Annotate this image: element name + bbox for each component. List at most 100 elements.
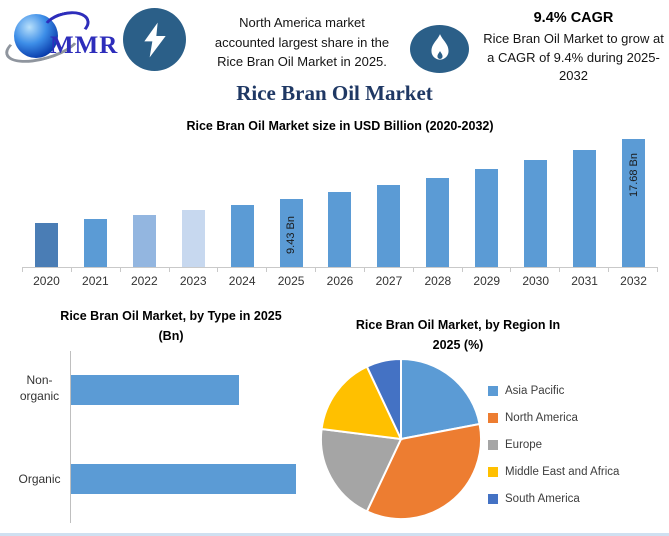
year-label-2023: 2023 bbox=[179, 274, 207, 288]
legend-item-europe: Europe bbox=[488, 431, 619, 458]
bottom-accent-strip bbox=[0, 533, 669, 536]
bar-cell-2027 bbox=[364, 139, 413, 267]
bar-cell-2032: 17.68 Bn bbox=[609, 139, 658, 267]
cagr-heading: 9.4% CAGR bbox=[533, 10, 614, 26]
axis-ticks bbox=[22, 268, 658, 272]
bar-chart-title: Rice Bran Oil Market size in USD Billion… bbox=[186, 119, 494, 133]
axis-tick bbox=[559, 268, 561, 272]
year-label-2022: 2022 bbox=[130, 274, 158, 288]
bar-2028 bbox=[426, 178, 450, 267]
bar-2030 bbox=[524, 160, 548, 267]
axis-tick bbox=[168, 268, 170, 272]
axis-tick bbox=[608, 268, 610, 272]
type-chart-title-line: Rice Bran Oil Market, by Type in 2025 bbox=[60, 309, 282, 323]
year-label-2026: 2026 bbox=[326, 274, 354, 288]
legend-label: North America bbox=[505, 411, 578, 424]
legend-label: Europe bbox=[505, 438, 543, 451]
bar-chart-category-labels: 2020 2021 2022 2023 2024 2025 2026 2027 2028 2029… bbox=[22, 274, 658, 288]
pie-chart-legend: Asia Pacific North America Europe Middle Ea… bbox=[488, 377, 619, 512]
axis-tick bbox=[22, 268, 23, 272]
globe-icon bbox=[14, 14, 58, 58]
axis-tick bbox=[315, 268, 317, 272]
type-bar-organic bbox=[71, 464, 296, 494]
bar-cell-2020 bbox=[22, 139, 71, 267]
blurb-line: accounted largest share in the bbox=[214, 34, 390, 50]
bar-cell-2031 bbox=[560, 139, 609, 267]
pie-chart-title-line: 2025 (%) bbox=[432, 338, 484, 352]
bar-cell-2024 bbox=[218, 139, 267, 267]
legend-item-south-america: South America bbox=[488, 485, 619, 512]
axis-tick bbox=[510, 268, 512, 272]
year-label-2029: 2029 bbox=[473, 274, 501, 288]
legend-label: Asia Pacific bbox=[505, 384, 565, 397]
year-label-2020: 2020 bbox=[33, 274, 60, 288]
bar-2024 bbox=[230, 205, 254, 267]
pie-slice-asia-pacific bbox=[400, 357, 481, 441]
bar-2032: 17.68 Bn bbox=[622, 139, 646, 267]
bolt-glyph bbox=[143, 22, 166, 57]
flame-icon bbox=[410, 25, 469, 73]
axis-tick bbox=[412, 268, 414, 272]
year-label-2030: 2030 bbox=[522, 274, 550, 288]
year-label-2031: 2031 bbox=[571, 274, 598, 288]
pie-slice-europe bbox=[320, 427, 403, 513]
flame-glyph bbox=[430, 34, 449, 60]
legend-swatch bbox=[488, 466, 498, 477]
axis-tick bbox=[363, 268, 365, 272]
bar-data-label-wrap: 9.43 Bn bbox=[280, 203, 303, 267]
bar-2021 bbox=[83, 219, 107, 267]
mmr-logo: MMR bbox=[1, 6, 120, 71]
type-bar-chart: Rice Bran Oil Market, by Type in 2025 (B… bbox=[12, 306, 330, 523]
bar-2029 bbox=[475, 169, 499, 267]
header-blurb: North America market accounted largest s… bbox=[205, 13, 399, 72]
type-chart-title: Rice Bran Oil Market, by Type in 2025 (B… bbox=[12, 306, 330, 346]
bar-data-label-2025: 9.43 Bn bbox=[285, 216, 298, 254]
bar-cell-2023 bbox=[169, 139, 218, 267]
logo-text: MMR bbox=[50, 32, 119, 59]
type-chart-title-line: (Bn) bbox=[158, 329, 184, 343]
legend-item-asia-pacific: Asia Pacific bbox=[488, 377, 619, 404]
pie-chart-title-line: Rice Bran Oil Market, by Region In bbox=[355, 318, 561, 332]
bar-2022 bbox=[132, 215, 156, 267]
bar-2026 bbox=[328, 192, 352, 267]
legend-label: South America bbox=[505, 492, 580, 505]
axis-tick bbox=[461, 268, 463, 272]
bar-2023 bbox=[181, 210, 205, 267]
page-title: Rice Bran Oil Market bbox=[236, 81, 433, 105]
pie-slice-south-america bbox=[365, 357, 402, 440]
year-label-2025: 2025 bbox=[277, 274, 305, 288]
cagr-callout: 9.4% CAGR Rice Bran Oil Market to grow a… bbox=[478, 10, 669, 86]
axis-tick bbox=[70, 268, 72, 272]
bar-cell-2021 bbox=[71, 139, 120, 267]
type-label-organic: Organic bbox=[18, 472, 61, 486]
year-label-2028: 2028 bbox=[424, 274, 452, 288]
axis-tick bbox=[119, 268, 121, 272]
legend-swatch bbox=[488, 493, 498, 504]
market-size-bar-chart: Rice Bran Oil Market size in USD Billion… bbox=[22, 119, 658, 288]
cagr-line: a CAGR of 9.4% during 2025- bbox=[487, 49, 660, 65]
blurb-line: North America market bbox=[239, 15, 365, 30]
type-bar-non-organic bbox=[71, 375, 239, 405]
year-label-2021: 2021 bbox=[82, 274, 109, 288]
bar-data-label-2032: 17.68 Bn bbox=[627, 152, 640, 198]
bar-2027 bbox=[377, 185, 401, 267]
bar-data-label-wrap: 17.68 Bn bbox=[622, 143, 645, 207]
bar-cell-2030 bbox=[511, 139, 560, 267]
type-chart-y-axis bbox=[70, 351, 71, 523]
lightning-bolt-icon bbox=[123, 8, 186, 71]
year-label-2032: 2032 bbox=[620, 274, 647, 288]
blurb-line: Rice Bran Oil Market in 2025. bbox=[217, 54, 387, 69]
type-label-non-organic: Non-organic bbox=[19, 373, 60, 403]
pie-slice-north-america bbox=[365, 422, 483, 521]
pie-slice-middle-east-and-africa bbox=[320, 365, 403, 441]
year-label-2027: 2027 bbox=[375, 274, 403, 288]
pie-chart-graphic bbox=[320, 357, 483, 521]
legend-swatch bbox=[488, 412, 498, 423]
axis-tick bbox=[217, 268, 219, 272]
legend-label: Middle East and Africa bbox=[505, 465, 620, 478]
legend-item-north-america: North America bbox=[488, 404, 619, 431]
cagr-line: 2032 bbox=[559, 68, 588, 83]
legend-swatch bbox=[488, 385, 498, 396]
bar-cell-2028 bbox=[413, 139, 462, 267]
type-chart-plot: Non-organic Organic bbox=[12, 351, 330, 523]
